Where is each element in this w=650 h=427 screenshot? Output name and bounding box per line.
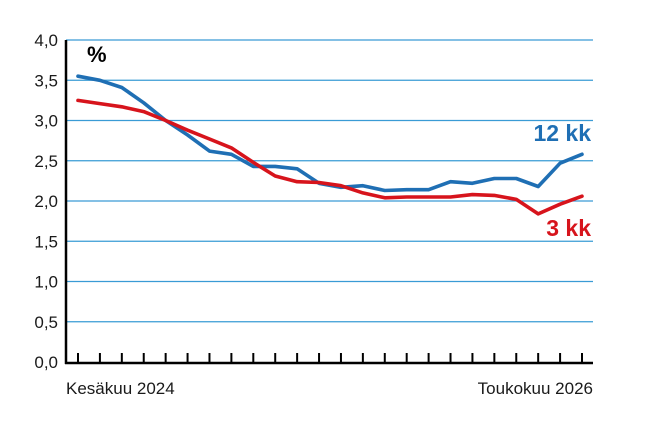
series-lines [76, 74, 584, 216]
y-tick-label: 2,5 [34, 152, 58, 171]
series-line [76, 98, 584, 216]
y-axis-ticks: 0,0 0,5 1,0 1,5 2,0 2,5 3,0 3,5 4,0 [34, 31, 58, 372]
series-label-3kk: 3 kk [546, 215, 591, 241]
x-end-label: Toukokuu 2026 [478, 379, 593, 398]
unit-label: % [87, 42, 107, 67]
y-tick-label: 1,5 [34, 232, 58, 251]
series-line [76, 74, 584, 193]
y-tick-label: 0,0 [34, 353, 58, 372]
x-start-label: Kesäkuu 2024 [66, 379, 175, 398]
y-tick-label: 4,0 [34, 31, 58, 50]
x-axis [64, 40, 593, 365]
y-tick-label: 1,0 [34, 273, 58, 292]
y-tick-label: 3,0 [34, 112, 58, 131]
series-label-12kk: 12 kk [533, 120, 591, 146]
y-tick-label: 0,5 [34, 313, 58, 332]
y-tick-label: 2,0 [34, 192, 58, 211]
y-tick-label: 3,5 [34, 71, 58, 90]
gridlines [66, 39, 593, 323]
